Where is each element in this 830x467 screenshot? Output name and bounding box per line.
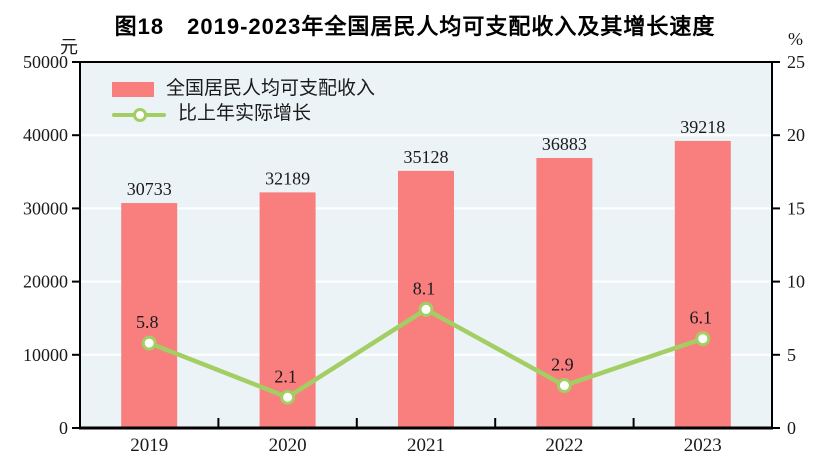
x-axis-label-2020: 2020 <box>269 435 307 456</box>
right-axis-tick-label: 15 <box>787 198 805 218</box>
growth-marker-2023 <box>695 331 711 347</box>
growth-value-label: 8.1 <box>413 278 436 298</box>
left-axis-tick-label: 40000 <box>23 125 68 145</box>
legend-bar-label: 全国居民人均可支配收入 <box>166 78 376 99</box>
legend-line-label: 比上年实际增长 <box>178 103 312 124</box>
bar-value-label: 32189 <box>265 168 310 188</box>
growth-marker-2021 <box>418 301 434 317</box>
right-axis-tick-label: 0 <box>787 418 796 438</box>
left-axis-tick-label: 20000 <box>23 272 68 292</box>
bar-2021 <box>398 170 454 428</box>
left-axis-unit: 元 <box>60 37 78 57</box>
bar-value-label: 35128 <box>404 147 449 167</box>
x-axis-label-2021: 2021 <box>407 435 445 456</box>
legend-item-income: 全国居民人均可支配收入 <box>112 78 375 100</box>
left-axis-tick-label: 50000 <box>23 52 68 72</box>
growth-value-label: 5.8 <box>136 312 159 332</box>
growth-value-label: 2.1 <box>274 366 297 386</box>
legend: 全国居民人均可支配收入 比上年实际增长 <box>112 78 375 125</box>
bar-2019 <box>121 203 178 428</box>
bar-value-label: 30733 <box>127 179 172 199</box>
legend-line-swatch <box>112 107 166 122</box>
right-axis-tick-label: 25 <box>787 52 805 72</box>
growth-marker-2022 <box>556 378 572 394</box>
x-axis-label-2019: 2019 <box>130 435 168 456</box>
right-axis-tick-label: 10 <box>787 272 805 292</box>
x-axis-label-2023: 2023 <box>684 435 722 456</box>
legend-bar-swatch <box>112 81 154 97</box>
bar-value-label: 39218 <box>680 117 725 137</box>
growth-marker-2020 <box>280 389 296 405</box>
bar-value-label: 36883 <box>542 134 587 154</box>
right-axis-unit: % <box>788 29 803 49</box>
growth-marker-2019 <box>141 335 157 351</box>
chart-title: 图18 2019-2023年全国居民人均可支配收入及其增长速度 <box>114 14 716 39</box>
bar-2023 <box>674 140 731 428</box>
growth-value-label: 6.1 <box>690 308 713 328</box>
legend-item-growth: 比上年实际增长 <box>112 103 375 125</box>
legend-line-marker-icon <box>133 107 147 122</box>
left-axis-tick-label: 30000 <box>23 198 68 218</box>
growth-value-label: 2.9 <box>551 355 574 375</box>
left-axis-tick-label: 10000 <box>23 345 68 365</box>
left-axis-tick-label: 0 <box>59 418 68 438</box>
right-axis-tick-label: 20 <box>787 125 805 145</box>
right-axis-tick-label: 5 <box>787 345 796 365</box>
x-axis-label-2022: 2022 <box>545 435 583 456</box>
